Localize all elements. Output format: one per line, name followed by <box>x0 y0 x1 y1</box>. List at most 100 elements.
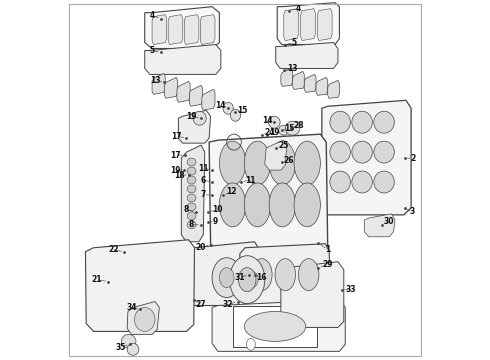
Polygon shape <box>328 80 340 98</box>
Text: 27: 27 <box>196 300 206 309</box>
Ellipse shape <box>212 258 242 298</box>
Ellipse shape <box>245 183 270 227</box>
Text: 4: 4 <box>296 4 301 13</box>
Text: 21: 21 <box>91 275 102 284</box>
Ellipse shape <box>298 259 319 291</box>
Ellipse shape <box>330 171 350 193</box>
Text: 5: 5 <box>292 38 296 47</box>
Ellipse shape <box>187 176 196 184</box>
Polygon shape <box>145 45 221 75</box>
Polygon shape <box>318 9 332 41</box>
Text: 24: 24 <box>264 128 274 137</box>
Text: 35: 35 <box>116 343 126 352</box>
Ellipse shape <box>279 125 289 135</box>
Ellipse shape <box>223 102 233 114</box>
Ellipse shape <box>193 111 206 125</box>
Polygon shape <box>184 15 199 45</box>
Ellipse shape <box>239 262 266 298</box>
Text: 11: 11 <box>245 176 255 185</box>
Ellipse shape <box>187 212 196 220</box>
Ellipse shape <box>220 268 234 288</box>
Text: 13: 13 <box>150 76 160 85</box>
Polygon shape <box>316 77 328 95</box>
Polygon shape <box>304 75 316 92</box>
Text: 31: 31 <box>235 273 245 282</box>
Polygon shape <box>293 71 304 89</box>
Ellipse shape <box>374 141 394 163</box>
Polygon shape <box>265 140 287 170</box>
Ellipse shape <box>187 194 196 202</box>
Ellipse shape <box>245 141 270 185</box>
Polygon shape <box>189 242 260 306</box>
Polygon shape <box>322 100 411 215</box>
Ellipse shape <box>330 111 350 133</box>
Polygon shape <box>181 145 205 242</box>
Polygon shape <box>145 7 220 49</box>
Text: 17: 17 <box>172 132 182 141</box>
Ellipse shape <box>294 141 320 185</box>
Text: 10: 10 <box>212 206 222 215</box>
Text: 32: 32 <box>223 300 233 309</box>
Polygon shape <box>281 262 344 328</box>
Ellipse shape <box>122 334 136 348</box>
Text: 34: 34 <box>126 303 137 312</box>
Ellipse shape <box>239 268 256 292</box>
Polygon shape <box>152 73 165 94</box>
Ellipse shape <box>187 185 196 193</box>
Ellipse shape <box>246 338 255 350</box>
Polygon shape <box>364 214 395 237</box>
Polygon shape <box>202 89 215 110</box>
Text: 29: 29 <box>322 260 333 269</box>
Text: 8: 8 <box>184 206 189 215</box>
Ellipse shape <box>275 259 295 291</box>
Polygon shape <box>152 15 167 45</box>
Ellipse shape <box>269 141 295 185</box>
Ellipse shape <box>269 183 295 227</box>
Text: 20: 20 <box>196 243 206 252</box>
Polygon shape <box>240 244 331 305</box>
Ellipse shape <box>352 141 372 163</box>
Text: 3: 3 <box>410 207 415 216</box>
Text: 5: 5 <box>149 46 155 55</box>
Text: 15: 15 <box>238 106 248 115</box>
Text: 9: 9 <box>213 217 219 226</box>
Text: 33: 33 <box>346 285 356 294</box>
Ellipse shape <box>330 141 350 163</box>
Ellipse shape <box>230 256 265 303</box>
Ellipse shape <box>187 158 196 166</box>
Ellipse shape <box>246 272 258 288</box>
Polygon shape <box>85 240 195 332</box>
Ellipse shape <box>374 111 394 133</box>
Polygon shape <box>165 77 178 98</box>
Polygon shape <box>281 68 293 86</box>
Ellipse shape <box>374 171 394 193</box>
Ellipse shape <box>352 171 372 193</box>
Polygon shape <box>284 9 298 41</box>
Text: 13: 13 <box>287 64 298 73</box>
Text: 16: 16 <box>257 273 267 282</box>
Ellipse shape <box>294 183 320 227</box>
Polygon shape <box>178 110 211 143</box>
Polygon shape <box>301 9 315 41</box>
Ellipse shape <box>269 116 280 128</box>
Polygon shape <box>189 85 202 106</box>
Ellipse shape <box>352 111 372 133</box>
Polygon shape <box>177 81 190 102</box>
Polygon shape <box>168 15 183 45</box>
Text: 28: 28 <box>293 121 304 130</box>
Text: 22: 22 <box>108 245 119 254</box>
Text: 26: 26 <box>284 156 294 165</box>
Polygon shape <box>200 15 215 45</box>
Text: 30: 30 <box>384 217 394 226</box>
Polygon shape <box>209 134 328 254</box>
Ellipse shape <box>285 121 300 135</box>
Text: 6: 6 <box>201 176 206 185</box>
Text: 14: 14 <box>262 116 272 125</box>
Ellipse shape <box>134 307 155 332</box>
Ellipse shape <box>245 311 306 341</box>
Ellipse shape <box>127 343 139 355</box>
Text: 11: 11 <box>198 163 209 172</box>
Polygon shape <box>212 300 345 351</box>
Ellipse shape <box>230 109 241 121</box>
Ellipse shape <box>220 183 245 227</box>
